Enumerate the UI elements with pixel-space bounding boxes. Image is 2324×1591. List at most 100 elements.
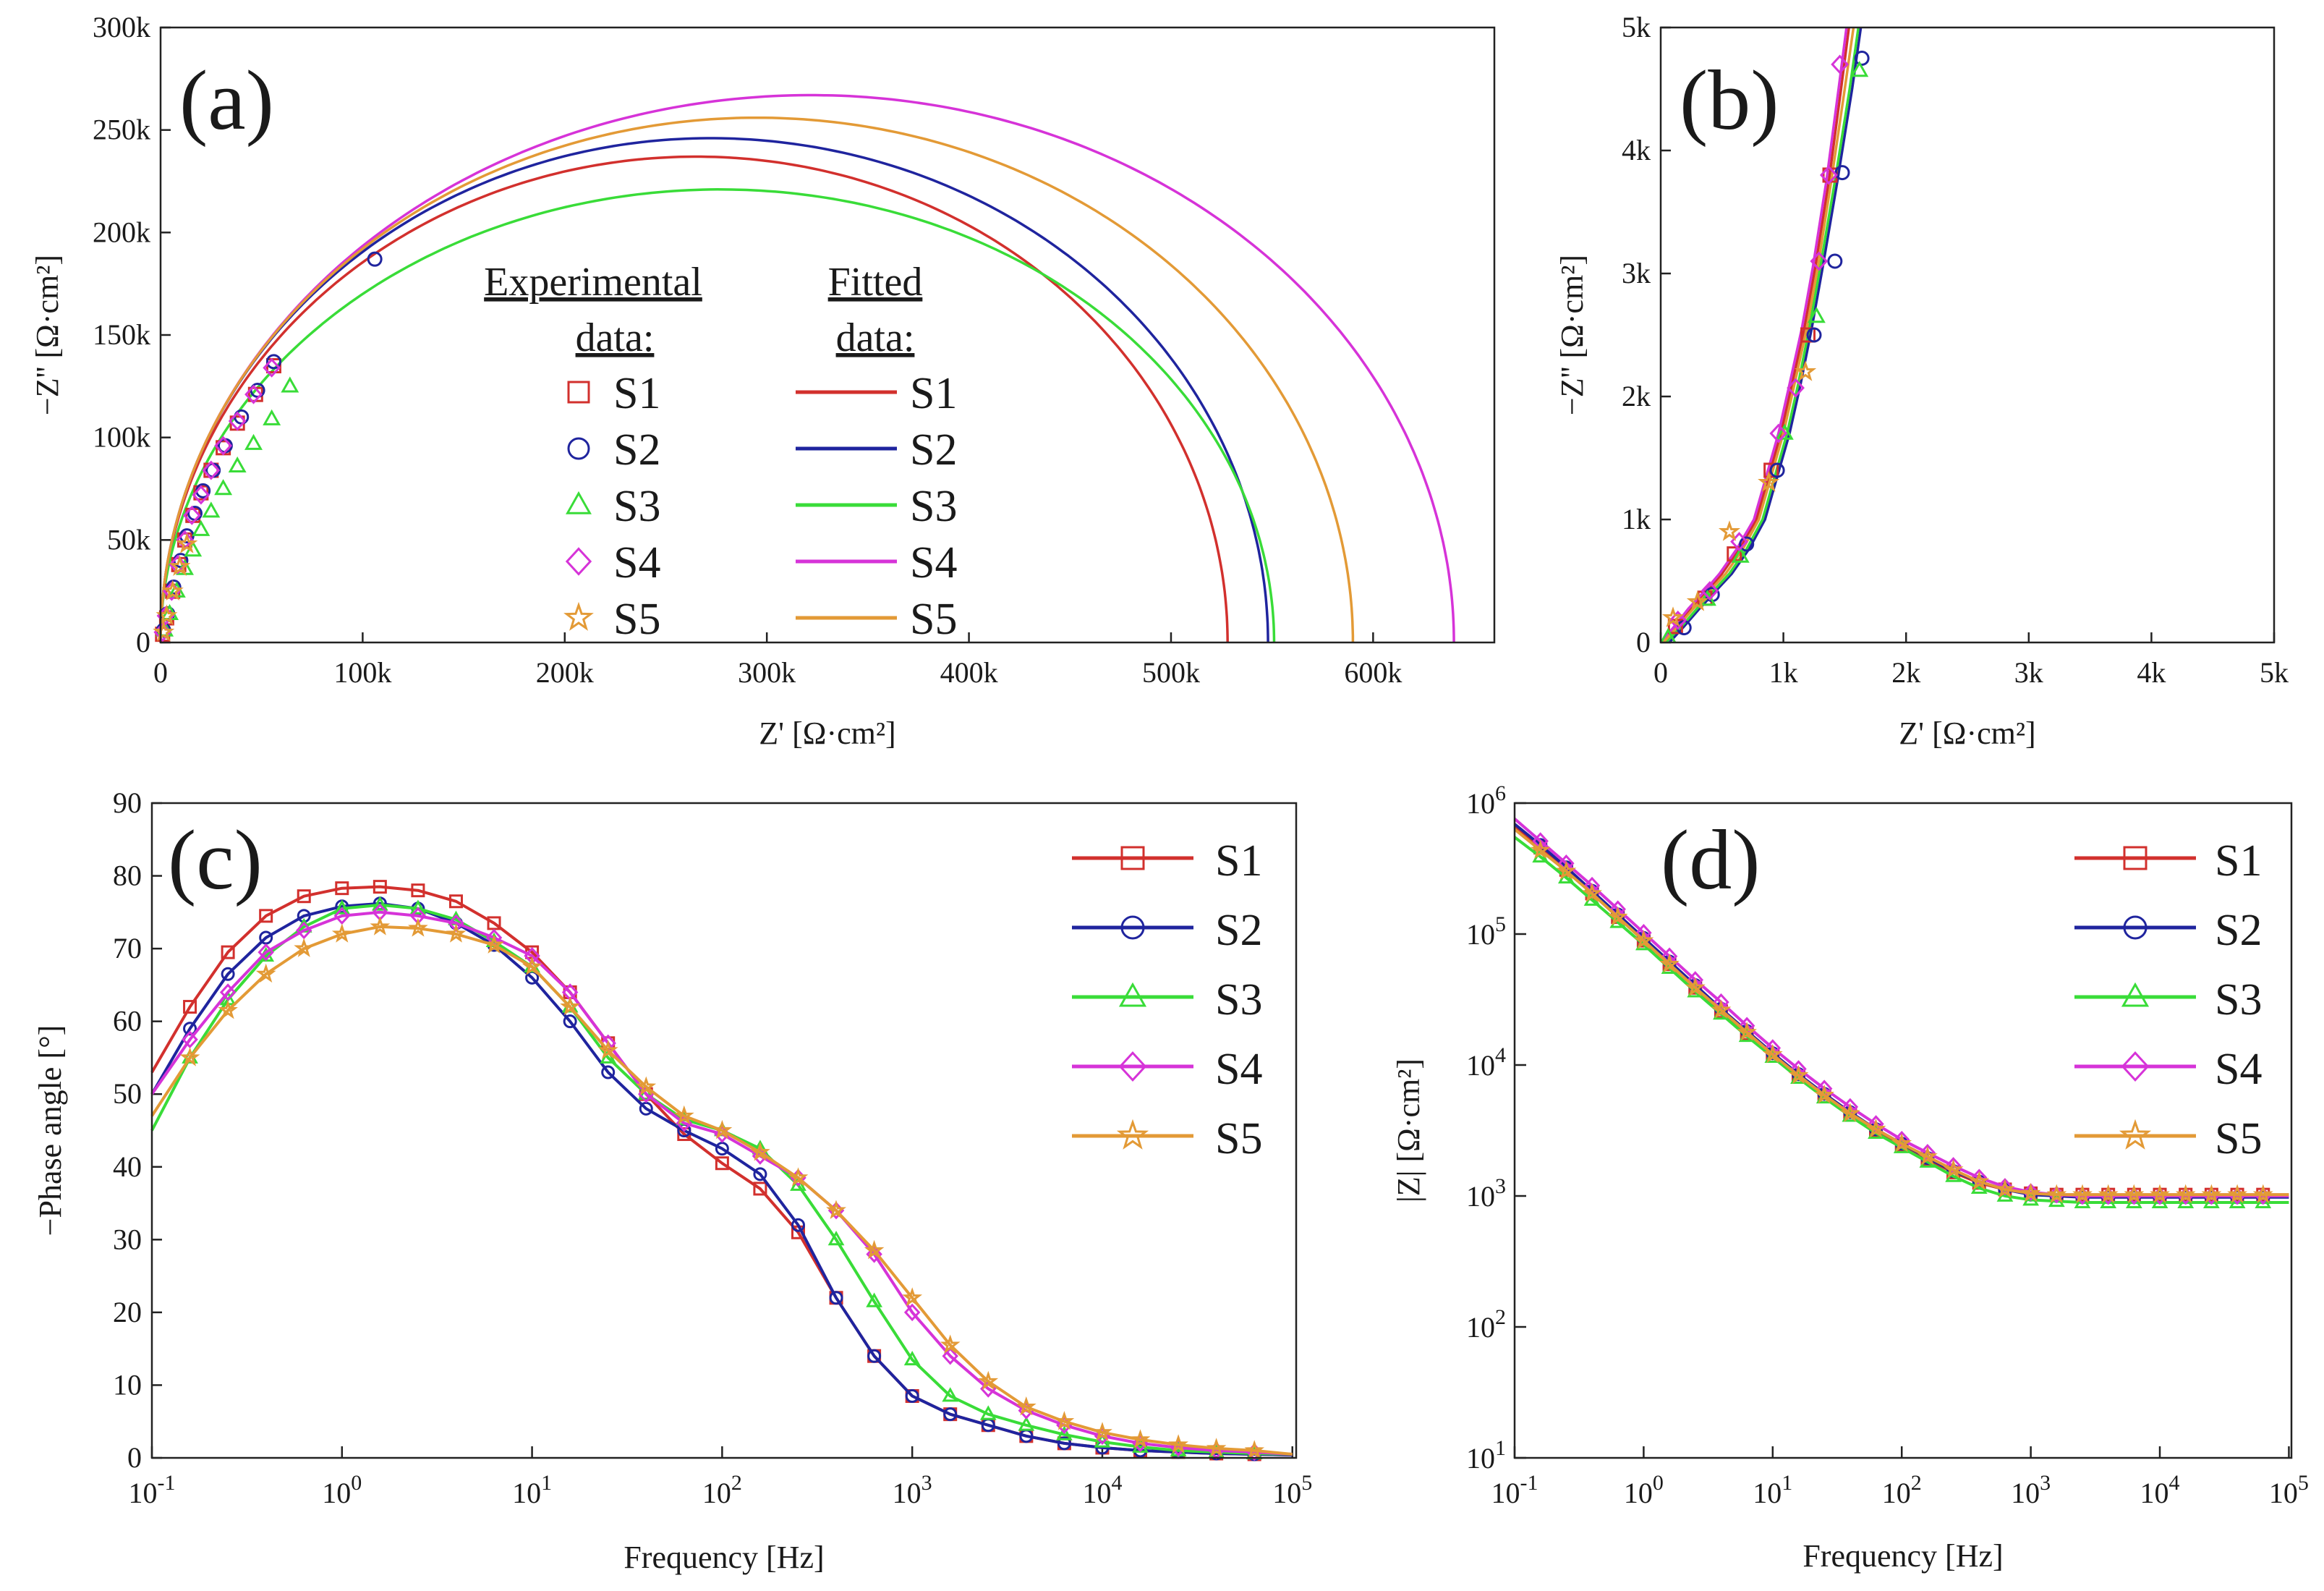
marker-S5 — [169, 555, 191, 577]
marker-S3 — [942, 1387, 959, 1402]
marker-S4 — [182, 505, 201, 525]
marker-S5 — [1686, 590, 1708, 611]
marker-S5 — [446, 923, 467, 943]
marker-S5 — [1917, 1146, 1938, 1166]
y-tick-label: 0 — [127, 1441, 142, 1474]
marker-S2 — [905, 1389, 919, 1404]
marker-S4 — [182, 1030, 198, 1049]
marker-S5 — [1788, 1064, 1809, 1085]
marker-S3 — [866, 1292, 882, 1307]
marker-S3 — [214, 479, 233, 496]
y-tick-label: 60 — [113, 1005, 142, 1038]
x-tick-label: 102 — [702, 1471, 742, 1509]
marker-S5 — [1244, 1440, 1265, 1459]
marker-S4 — [263, 357, 281, 378]
marker-S5 — [1661, 606, 1685, 627]
marker-S5 — [788, 1167, 809, 1187]
marker-S5 — [1995, 1179, 2015, 1198]
legend-fit-title: Fitted — [828, 260, 923, 305]
legend-marker-S3 — [1118, 982, 1147, 1007]
series-line-S3 — [150, 903, 1293, 1456]
marker-S3 — [202, 501, 221, 518]
legend-marker-S3 — [2121, 982, 2150, 1007]
y-tick-label: 40 — [113, 1150, 142, 1183]
panel-label: (d) — [1661, 813, 1761, 907]
x-tick-label: 105 — [2269, 1471, 2309, 1509]
y-tick-label: 104 — [1466, 1043, 1506, 1082]
y-tick-label: 300k — [93, 11, 150, 43]
marker-S3 — [2177, 1193, 2195, 1208]
legend-exp-marker-S3 — [566, 491, 592, 514]
marker-S4 — [295, 921, 312, 940]
y-tick-label: 101 — [1466, 1436, 1506, 1475]
legend-label-S2: S2 — [2215, 906, 2262, 955]
marker-S5 — [1530, 839, 1551, 859]
y-tick-label: 4k — [1622, 134, 1651, 166]
x-tick-label: 101 — [1753, 1471, 1792, 1509]
y-tick-label: 5k — [1622, 11, 1651, 43]
legend-label-S3: S3 — [1215, 975, 1262, 1024]
y-tick-label: 103 — [1466, 1174, 1506, 1213]
legend-exp-title: Experimental — [484, 260, 702, 305]
marker-S4 — [333, 907, 351, 925]
marker-S5 — [1633, 930, 1654, 949]
y-tick-label: 70 — [113, 932, 142, 964]
marker-S5 — [1758, 471, 1780, 492]
y-axis-label: −Phase angle [°] — [33, 1025, 68, 1236]
panel-label: (b) — [1680, 53, 1779, 148]
legend-label-S5: S5 — [1215, 1114, 1262, 1163]
legend-label-S4: S4 — [1215, 1045, 1262, 1094]
fitted-arc-S3 — [159, 188, 1276, 643]
marker-S2 — [1057, 1436, 1071, 1451]
x-tick-label: 103 — [893, 1471, 932, 1509]
x-tick-label: 2k — [1891, 656, 1920, 689]
legend-exp-title-2: data: — [576, 315, 655, 360]
x-tick-label: 105 — [1272, 1471, 1312, 1509]
marker-S5 — [2252, 1184, 2273, 1203]
marker-S3 — [263, 409, 281, 425]
x-tick-label: 101 — [512, 1471, 552, 1509]
marker-S3 — [244, 433, 263, 450]
marker-S5 — [597, 1040, 618, 1059]
x-axis-label: Z' [Ω·cm²] — [1899, 716, 2035, 751]
y-axis-label: −Z'' [Ω·cm²] — [30, 255, 65, 415]
fitted-arc-S1 — [159, 155, 1229, 643]
marker-S4 — [524, 946, 540, 965]
marker-S2 — [563, 1014, 577, 1029]
marker-S4 — [214, 436, 233, 456]
panel-label: (c) — [168, 813, 263, 907]
legend-exp-label-S1: S1 — [613, 369, 660, 418]
marker-S5 — [1795, 360, 1817, 381]
marker-S5 — [218, 1000, 238, 1019]
y-axis-label: −Z'' [Ω·cm²] — [1554, 255, 1590, 415]
marker-S2 — [1834, 165, 1850, 181]
marker-S1 — [1800, 327, 1816, 343]
marker-S5 — [522, 956, 542, 975]
legend-label-S1: S1 — [1215, 836, 1262, 886]
marker-S4 — [1787, 378, 1805, 398]
panel-d-frame — [1513, 802, 2293, 1459]
marker-S3 — [371, 896, 388, 911]
legend-label-S2: S2 — [1215, 906, 1262, 955]
marker-S2 — [1769, 462, 1785, 478]
marker-S2 — [867, 1349, 882, 1363]
marker-S3 — [2255, 1193, 2272, 1208]
x-tick-label: 103 — [2011, 1471, 2051, 1509]
marker-S2 — [943, 1407, 958, 1422]
marker-S3 — [561, 998, 579, 1013]
y-tick-label: 200k — [93, 216, 150, 248]
x-axis-label: Frequency [Hz] — [1802, 1538, 2003, 1574]
x-tick-label: 200k — [536, 656, 594, 689]
marker-S5 — [2201, 1184, 2222, 1203]
marker-S3 — [182, 1048, 198, 1064]
panel-a-frame — [159, 26, 1496, 644]
x-tick-label: 104 — [1082, 1471, 1122, 1509]
marker-S2 — [601, 1065, 616, 1079]
x-tick-label: 1k — [1769, 656, 1798, 689]
marker-S5 — [179, 1047, 200, 1066]
marker-S5 — [826, 1200, 846, 1219]
x-tick-label: 4k — [2137, 656, 2166, 689]
panel-b-frame — [1659, 26, 2276, 644]
legend-marker-S1 — [1120, 846, 1145, 870]
